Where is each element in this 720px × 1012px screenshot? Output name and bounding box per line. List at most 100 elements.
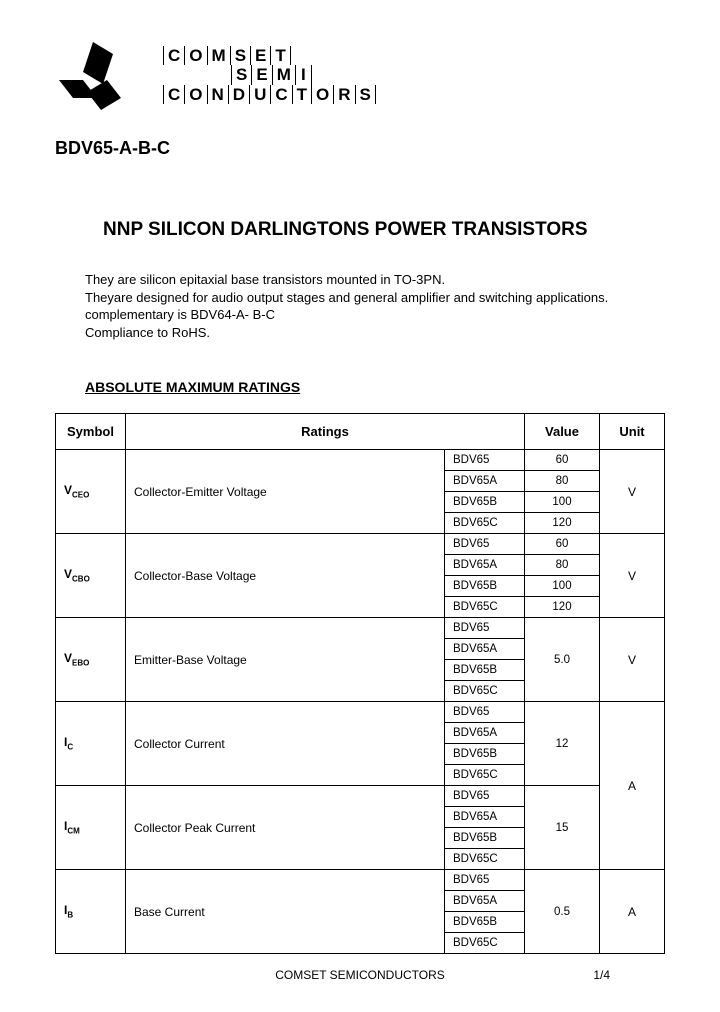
- company-row-1: C O M S E T: [163, 46, 376, 66]
- company-letter: S: [231, 65, 251, 85]
- value-cell: 12: [525, 702, 600, 786]
- header: C O M S E T S E M I C O N D U C T O: [55, 40, 665, 110]
- company-letter: T: [292, 85, 311, 105]
- variant-cell: BDV65A: [445, 723, 525, 744]
- variant-cell: BDV65B: [445, 912, 525, 933]
- footer-company: COMSET SEMICONDUCTORS: [275, 968, 445, 982]
- table-row: ICCollector CurrentBDV6512A: [56, 702, 665, 723]
- table-row: VCEOCollector-Emitter VoltageBDV6560V: [56, 450, 665, 471]
- unit-cell: V: [600, 450, 665, 534]
- description-line: Theyare designed for audio output stages…: [85, 289, 665, 307]
- header-ratings: Ratings: [126, 414, 525, 450]
- table-row: IBBase CurrentBDV650.5A: [56, 870, 665, 891]
- variant-cell: BDV65A: [445, 807, 525, 828]
- page-number: 1/4: [593, 968, 610, 982]
- variant-cell: BDV65B: [445, 660, 525, 681]
- part-number: BDV65-A-B-C: [55, 138, 665, 159]
- variant-cell: BDV65C: [445, 933, 525, 954]
- company-letter: S: [355, 85, 376, 105]
- value-cell: 60: [525, 534, 600, 555]
- page: C O M S E T S E M I C O N D U C T O: [0, 0, 720, 1012]
- company-letter: N: [207, 85, 228, 105]
- value-cell: 15: [525, 786, 600, 870]
- variant-cell: BDV65A: [445, 891, 525, 912]
- unit-cell: V: [600, 618, 665, 702]
- table-row: VCBOCollector-Base VoltageBDV6560V: [56, 534, 665, 555]
- variant-cell: BDV65B: [445, 576, 525, 597]
- company-letter: D: [228, 85, 249, 105]
- variant-cell: BDV65A: [445, 639, 525, 660]
- company-letter: M: [207, 46, 230, 66]
- ratings-table: Symbol Ratings Value Unit VCEOCollector-…: [55, 413, 665, 954]
- company-letter: T: [270, 46, 290, 66]
- value-cell: 5.0: [525, 618, 600, 702]
- table-header-row: Symbol Ratings Value Unit: [56, 414, 665, 450]
- symbol-cell: IB: [56, 870, 126, 954]
- value-cell: 60: [525, 450, 600, 471]
- section-title: ABSOLUTE MAXIMUM RATINGS: [85, 379, 665, 395]
- rating-cell: Collector Current: [126, 702, 445, 786]
- table-row: VEBOEmitter-Base VoltageBDV655.0V: [56, 618, 665, 639]
- variant-cell: BDV65C: [445, 681, 525, 702]
- rating-cell: Collector Peak Current: [126, 786, 445, 870]
- company-letter: C: [163, 85, 184, 105]
- company-letter: E: [251, 65, 271, 85]
- rating-cell: Collector-Emitter Voltage: [126, 450, 445, 534]
- header-unit: Unit: [600, 414, 665, 450]
- unit-cell: V: [600, 534, 665, 618]
- company-letter: R: [333, 85, 354, 105]
- company-letter: C: [163, 46, 184, 66]
- symbol-cell: VEBO: [56, 618, 126, 702]
- variant-cell: BDV65A: [445, 555, 525, 576]
- company-letter: O: [184, 85, 206, 105]
- company-row-2: S E M I: [231, 65, 376, 85]
- company-letter: M: [272, 65, 295, 85]
- variant-cell: BDV65C: [445, 849, 525, 870]
- variant-cell: BDV65C: [445, 513, 525, 534]
- value-cell: 120: [525, 513, 600, 534]
- description: They are silicon epitaxial base transist…: [85, 271, 665, 341]
- company-letter: O: [184, 46, 206, 66]
- value-cell: 0.5: [525, 870, 600, 954]
- variant-cell: BDV65B: [445, 828, 525, 849]
- company-letter: S: [230, 46, 250, 66]
- symbol-cell: VCEO: [56, 450, 126, 534]
- variant-cell: BDV65: [445, 786, 525, 807]
- company-row-3: C O N D U C T O R S: [163, 85, 376, 105]
- variant-cell: BDV65: [445, 618, 525, 639]
- unit-cell: A: [600, 870, 665, 954]
- value-cell: 80: [525, 555, 600, 576]
- variant-cell: BDV65: [445, 870, 525, 891]
- value-cell: 100: [525, 492, 600, 513]
- description-line: Compliance to RoHS.: [85, 324, 665, 342]
- footer: COMSET SEMICONDUCTORS 1/4: [0, 968, 720, 982]
- variant-cell: BDV65B: [445, 492, 525, 513]
- value-cell: 80: [525, 471, 600, 492]
- rating-cell: Emitter-Base Voltage: [126, 618, 445, 702]
- variant-cell: BDV65B: [445, 744, 525, 765]
- variant-cell: BDV65C: [445, 597, 525, 618]
- symbol-cell: ICM: [56, 786, 126, 870]
- variant-cell: BDV65A: [445, 471, 525, 492]
- symbol-cell: VCBO: [56, 534, 126, 618]
- company-letter: O: [311, 85, 333, 105]
- description-line: They are silicon epitaxial base transist…: [85, 271, 665, 289]
- symbol-cell: IC: [56, 702, 126, 786]
- table-row: ICMCollector Peak CurrentBDV6515: [56, 786, 665, 807]
- value-cell: 100: [525, 576, 600, 597]
- value-cell: 120: [525, 597, 600, 618]
- header-symbol: Symbol: [56, 414, 126, 450]
- variant-cell: BDV65C: [445, 765, 525, 786]
- company-letter: U: [249, 85, 270, 105]
- company-letter: E: [250, 46, 270, 66]
- company-letter: I: [295, 65, 312, 85]
- rating-cell: Collector-Base Voltage: [126, 534, 445, 618]
- description-line: complementary is BDV64-A- B-C: [85, 306, 665, 324]
- rating-cell: Base Current: [126, 870, 445, 954]
- variant-cell: BDV65: [445, 534, 525, 555]
- variant-cell: BDV65: [445, 450, 525, 471]
- logo-icon: [55, 40, 145, 110]
- company-letter: C: [270, 85, 291, 105]
- variant-cell: BDV65: [445, 702, 525, 723]
- unit-cell: A: [600, 702, 665, 870]
